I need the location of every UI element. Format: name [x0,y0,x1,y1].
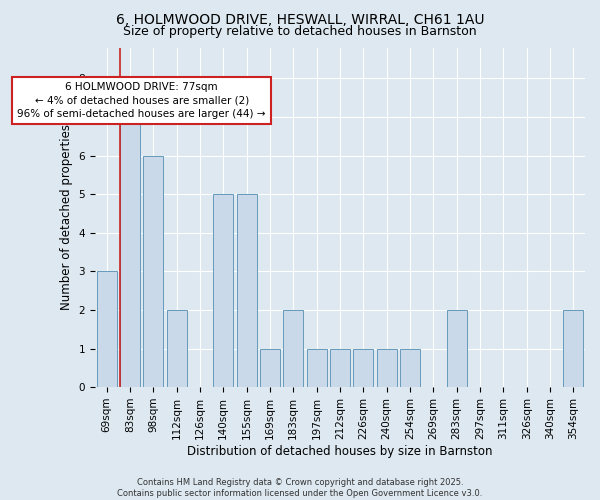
Bar [214,194,233,387]
Bar [353,348,373,387]
Bar [260,348,280,387]
Text: Size of property relative to detached houses in Barnston: Size of property relative to detached ho… [123,25,477,38]
X-axis label: Distribution of detached houses by size in Barnston: Distribution of detached houses by size … [187,444,493,458]
Bar [307,348,326,387]
Text: 6, HOLMWOOD DRIVE, HESWALL, WIRRAL, CH61 1AU: 6, HOLMWOOD DRIVE, HESWALL, WIRRAL, CH61… [116,12,484,26]
Bar [330,348,350,387]
Bar [400,348,420,387]
Bar [283,310,303,387]
Bar [563,310,583,387]
Bar [97,272,116,387]
Text: Contains HM Land Registry data © Crown copyright and database right 2025.
Contai: Contains HM Land Registry data © Crown c… [118,478,482,498]
Bar [120,78,140,387]
Text: 6 HOLMWOOD DRIVE: 77sqm
← 4% of detached houses are smaller (2)
96% of semi-deta: 6 HOLMWOOD DRIVE: 77sqm ← 4% of detached… [17,82,266,118]
Bar [167,310,187,387]
Bar [237,194,257,387]
Y-axis label: Number of detached properties: Number of detached properties [60,124,73,310]
Bar [377,348,397,387]
Bar [143,156,163,387]
Bar [447,310,467,387]
